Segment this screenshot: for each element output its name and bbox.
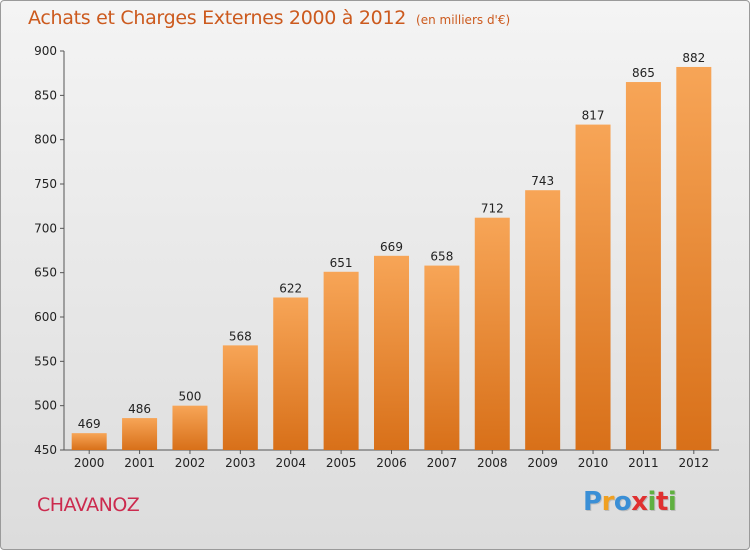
brand-letter: x [631,487,648,517]
value-label-2003: 568 [229,329,252,343]
bar-2002 [172,405,208,450]
brand-letter: r [601,487,615,517]
bar-2003 [222,345,258,450]
bar-2004 [273,297,309,450]
value-label-2004: 622 [279,281,302,295]
value-label-2005: 651 [330,256,353,270]
bars [71,66,712,451]
value-label-2009: 743 [531,174,554,188]
bar-2006 [374,255,409,450]
bar-2001 [122,418,158,450]
x-tick-label-2008: 2008 [477,456,508,470]
y-tick-label: 850 [34,88,57,102]
brand-logo: Proxiti [583,487,677,517]
brand-letter: o [613,487,632,517]
value-label-2011: 865 [632,66,655,80]
x-tick-label-2010: 2010 [578,456,609,470]
title-row: Achats et Charges Externes 2000 à 2012 (e… [28,7,510,29]
bar-2010 [575,124,611,451]
chart-subtitle: (en milliers d'€) [416,13,511,27]
y-tick-label: 450 [34,443,57,457]
value-label-2001: 486 [128,402,151,416]
y-tick-label: 650 [34,266,57,280]
bar-2008 [474,217,510,450]
value-label-2008: 712 [481,202,504,216]
bar-2012 [676,66,712,451]
value-label-2002: 500 [179,390,202,404]
x-tick-label-2012: 2012 [679,456,710,470]
x-tick-label-2005: 2005 [326,456,357,470]
bar-2009 [525,190,561,450]
x-tick-label-2001: 2001 [124,456,155,470]
x-tick-label-2011: 2011 [628,456,659,470]
y-tick-label: 900 [34,44,57,58]
bar-2000 [71,433,107,450]
place-name: CHAVANOZ [37,494,140,516]
y-tick-label: 550 [34,354,57,368]
value-label-2012: 882 [682,51,705,65]
y-tick-label: 700 [34,221,57,235]
x-tick-label-2002: 2002 [175,456,206,470]
brand-letter: P [583,487,602,517]
x-tick-label-2007: 2007 [427,456,458,470]
bar-2011 [625,82,661,451]
value-label-2006: 669 [380,240,403,254]
value-label-2000: 469 [78,417,101,431]
bar-2005 [323,271,359,450]
bar-2007 [424,265,460,450]
x-tick-label-2006: 2006 [376,456,407,470]
x-tick-label-2000: 2000 [74,456,105,470]
brand-letter: t [655,487,668,517]
chart-title: Achats et Charges Externes 2000 à 2012 [28,7,407,29]
y-tick-label: 800 [34,133,57,147]
brand-letter: i [647,487,657,517]
x-tick-label-2003: 2003 [225,456,256,470]
y-tick-label: 500 [34,399,57,413]
labels: 450 500 550 600 650 700 750 800 850 900 469 2000 486… [34,44,709,470]
value-label-2010: 817 [582,109,605,123]
brand-letter: i [667,487,677,517]
x-tick-label-2009: 2009 [527,456,558,470]
y-tick-label: 600 [34,310,57,324]
y-tick-label: 750 [34,177,57,191]
x-tick-label-2004: 2004 [275,456,306,470]
value-label-2007: 658 [430,250,453,264]
